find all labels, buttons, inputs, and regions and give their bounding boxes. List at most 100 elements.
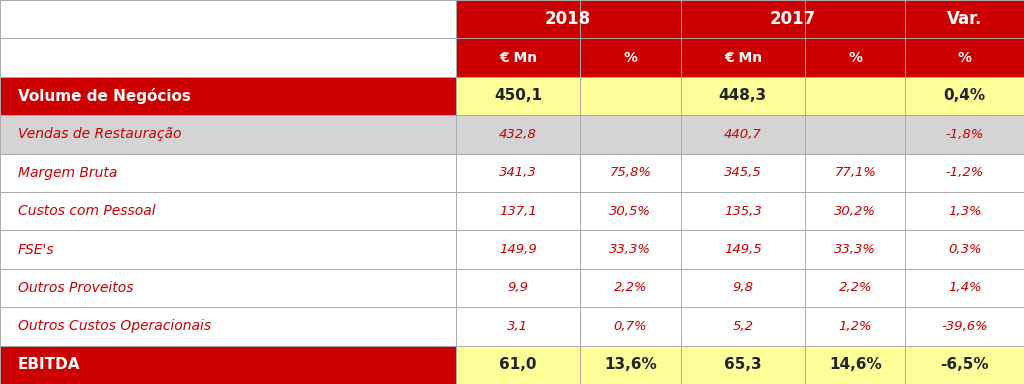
Text: 135,3: 135,3 <box>724 205 762 218</box>
Text: 5,2: 5,2 <box>732 320 754 333</box>
Text: € Mn: € Mn <box>499 51 537 65</box>
Text: 33,3%: 33,3% <box>835 243 877 256</box>
Bar <box>456 230 581 269</box>
Bar <box>905 0 1024 38</box>
Text: 9,9: 9,9 <box>508 281 528 295</box>
Bar <box>0 77 456 115</box>
Bar <box>0 115 456 154</box>
Bar <box>0 346 456 384</box>
Text: Margem Bruta: Margem Bruta <box>18 166 118 180</box>
Text: 30,5%: 30,5% <box>609 205 651 218</box>
Text: 2017: 2017 <box>770 10 816 28</box>
Text: 1,4%: 1,4% <box>948 281 982 295</box>
Bar <box>581 269 681 307</box>
Bar <box>0 230 456 269</box>
Bar <box>681 269 805 307</box>
Text: EBITDA: EBITDA <box>18 357 81 372</box>
Bar <box>581 77 681 115</box>
Bar <box>456 307 581 346</box>
Text: Custos com Pessoal: Custos com Pessoal <box>18 204 156 218</box>
Text: Var.: Var. <box>947 10 982 28</box>
Bar <box>805 307 905 346</box>
Text: -1,2%: -1,2% <box>945 166 984 179</box>
Bar <box>805 346 905 384</box>
Bar <box>581 346 681 384</box>
Text: 0,7%: 0,7% <box>613 320 647 333</box>
Bar <box>905 115 1024 154</box>
Bar <box>456 269 581 307</box>
Text: 75,8%: 75,8% <box>609 166 651 179</box>
Text: 3,1: 3,1 <box>508 320 528 333</box>
Bar <box>456 192 581 230</box>
Bar <box>905 269 1024 307</box>
Bar <box>456 0 681 38</box>
Text: 345,5: 345,5 <box>724 166 762 179</box>
Bar <box>905 77 1024 115</box>
Text: € Mn: € Mn <box>724 51 762 65</box>
Bar <box>905 346 1024 384</box>
Text: 0,3%: 0,3% <box>948 243 982 256</box>
Text: Volume de Negócios: Volume de Negócios <box>18 88 190 104</box>
Bar <box>681 115 805 154</box>
Bar <box>905 230 1024 269</box>
Bar <box>681 230 805 269</box>
Bar <box>0 0 456 38</box>
Text: -1,8%: -1,8% <box>945 128 984 141</box>
Text: 2,2%: 2,2% <box>613 281 647 295</box>
Text: 1,3%: 1,3% <box>948 205 982 218</box>
Text: Outros Proveitos: Outros Proveitos <box>18 281 133 295</box>
Text: 61,0: 61,0 <box>500 357 537 372</box>
Text: 432,8: 432,8 <box>499 128 537 141</box>
Bar <box>581 38 681 77</box>
Bar <box>805 269 905 307</box>
Bar <box>581 154 681 192</box>
Bar <box>681 77 805 115</box>
Bar <box>581 307 681 346</box>
Bar <box>0 307 456 346</box>
Text: 448,3: 448,3 <box>719 88 767 104</box>
Text: 0,4%: 0,4% <box>944 88 986 104</box>
Text: 440,7: 440,7 <box>724 128 762 141</box>
Bar <box>905 192 1024 230</box>
Bar <box>581 192 681 230</box>
Text: 2,2%: 2,2% <box>839 281 872 295</box>
Text: 341,3: 341,3 <box>499 166 537 179</box>
Bar <box>456 38 581 77</box>
Text: -39,6%: -39,6% <box>941 320 988 333</box>
Text: 149,5: 149,5 <box>724 243 762 256</box>
Text: %: % <box>848 51 862 65</box>
Text: 450,1: 450,1 <box>494 88 542 104</box>
Bar <box>805 115 905 154</box>
Bar <box>805 77 905 115</box>
Text: 1,2%: 1,2% <box>839 320 872 333</box>
Text: %: % <box>624 51 637 65</box>
Text: -6,5%: -6,5% <box>940 357 989 372</box>
Bar <box>456 115 581 154</box>
Text: 149,9: 149,9 <box>499 243 537 256</box>
Bar <box>0 38 456 77</box>
Bar <box>581 230 681 269</box>
Bar <box>456 346 581 384</box>
Bar <box>681 38 805 77</box>
Bar <box>805 192 905 230</box>
Text: 65,3: 65,3 <box>724 357 762 372</box>
Text: 14,6%: 14,6% <box>829 357 882 372</box>
Bar <box>681 0 905 38</box>
Bar <box>905 154 1024 192</box>
Text: %: % <box>957 51 972 65</box>
Bar <box>905 38 1024 77</box>
Bar <box>456 77 581 115</box>
Bar <box>0 154 456 192</box>
Text: FSE's: FSE's <box>18 243 54 257</box>
Text: 9,8: 9,8 <box>732 281 754 295</box>
Bar <box>0 269 456 307</box>
Bar <box>0 192 456 230</box>
Text: 2018: 2018 <box>545 10 591 28</box>
Bar <box>805 230 905 269</box>
Bar <box>681 307 805 346</box>
Text: Outros Custos Operacionais: Outros Custos Operacionais <box>18 319 211 333</box>
Bar <box>681 346 805 384</box>
Bar <box>681 154 805 192</box>
Text: 30,2%: 30,2% <box>835 205 877 218</box>
Text: Vendas de Restauração: Vendas de Restauração <box>18 127 181 141</box>
